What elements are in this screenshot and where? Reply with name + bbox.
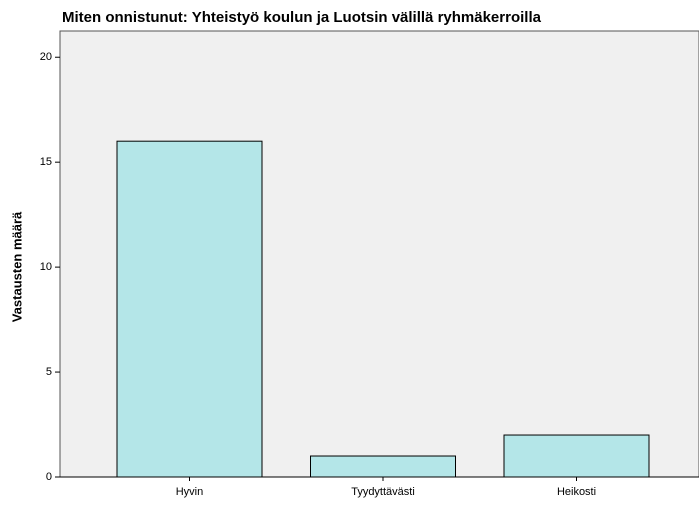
y-tick-label: 10 [40,261,52,273]
y-tick-label: 0 [46,471,52,483]
x-tick-label: Hyvin [176,486,204,498]
bar [503,434,650,478]
x-tick-label: Heikosti [557,486,596,498]
chart-title: Miten onnistunut: Yhteistyö koulun ja Lu… [62,9,542,26]
y-tick-label: 20 [40,51,52,63]
bar [310,455,456,478]
bar [116,140,263,478]
x-tick-label: Tyydyttävästi [351,486,415,498]
y-tick-label: 5 [46,366,52,378]
y-axis-label: Vastausten määrä [9,211,24,322]
y-tick-label: 15 [40,156,52,168]
